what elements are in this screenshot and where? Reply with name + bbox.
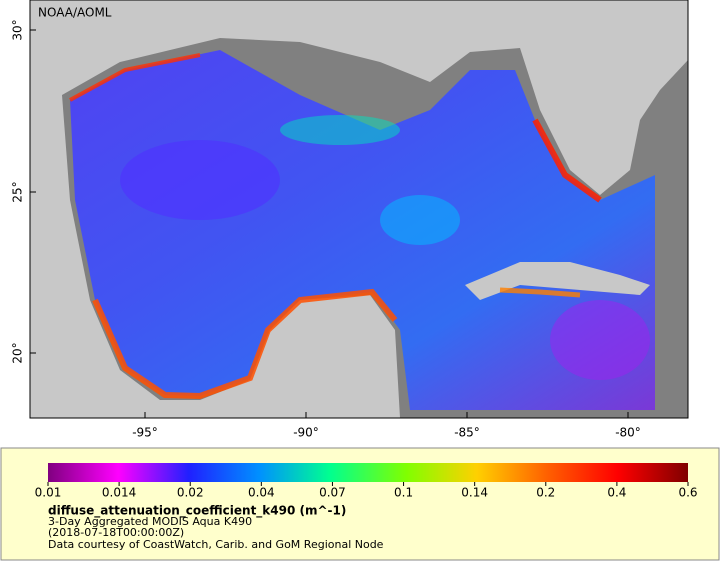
colorbar-tick-label: 0.04 [248, 486, 275, 500]
cuba [465, 262, 650, 300]
colorbar-tick-label: 0.2 [536, 486, 555, 500]
lat-tick-label: 20° [11, 342, 25, 363]
colorbar-tick-label: 0.4 [607, 486, 626, 500]
colorbar-tick-label: 0.02 [177, 486, 204, 500]
lat-tick-label: 30° [11, 19, 25, 40]
map-frame [29, 0, 689, 419]
chlorophyll-field [70, 50, 655, 410]
colorbar-tick-label: 0.014 [102, 486, 136, 500]
coastal-turbidity [532, 118, 602, 203]
colorbar-tick-label: 0.1 [394, 486, 413, 500]
lon-tick-label: -85° [454, 426, 480, 440]
colorbar-tick-label: 0.01 [35, 486, 62, 500]
legend-line: (2018-07-18T00:00:00Z) [48, 526, 184, 539]
coastal-turbidity [499, 287, 581, 298]
water-patch [380, 195, 460, 245]
coastal-turbidity [69, 53, 201, 102]
lat-tick-label: 25° [11, 181, 25, 202]
colorbar-tick-label: 0.14 [461, 486, 488, 500]
lon-tick-label: -80° [615, 426, 641, 440]
lon-tick-label: -95° [132, 426, 158, 440]
colorbar-tick-label: 0.07 [319, 486, 346, 500]
colorbar-ticks: 0.01 0.014 0.02 0.04 0.07 0.1 0.14 0.2 0.4 0.6 [35, 482, 698, 500]
map-label: NOAA/AOML [38, 6, 112, 20]
colorbar [48, 463, 688, 482]
axes: 30° 25° 20° -95° -90° -85° -80° [11, 19, 641, 439]
water-patch [550, 300, 650, 380]
legend-line: Data courtesy of CoastWatch, Carib. and … [48, 538, 384, 551]
water-patch [280, 115, 400, 145]
water-patch [120, 140, 280, 220]
legend-title: diffuse_attenuation_coefficient_k490 (m^… [48, 504, 346, 519]
legend-line: 3-Day Aggregated MODIS Aqua K490 [48, 515, 252, 528]
lon-tick-label: -90° [293, 426, 319, 440]
coastal-turbidity [92, 288, 398, 400]
colorbar-tick-label: 0.6 [678, 486, 697, 500]
map: NOAA/AOML [29, 0, 689, 419]
